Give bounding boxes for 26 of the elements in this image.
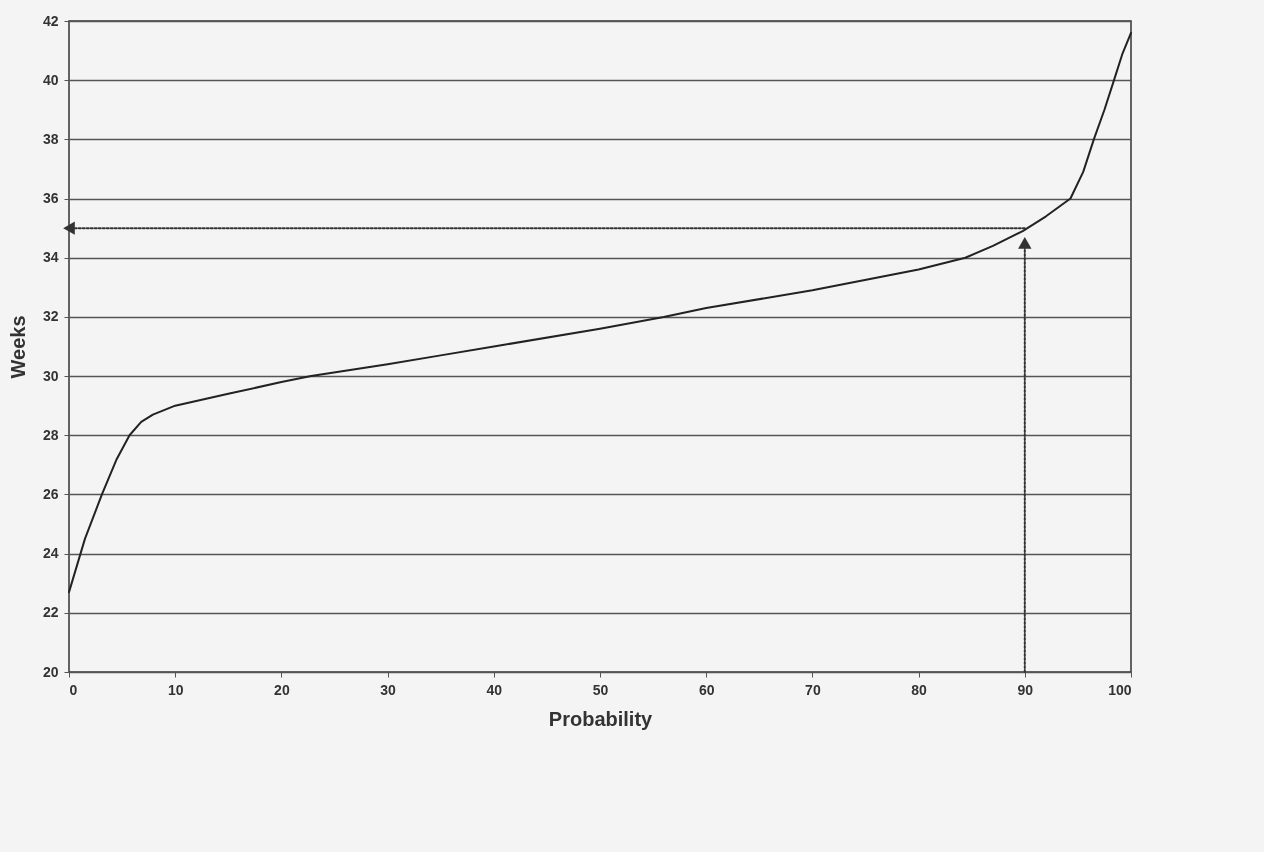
x-tick-label: 100	[1108, 681, 1132, 698]
x-tick-label: 80	[911, 681, 928, 698]
x-tick-label: 90	[1017, 681, 1034, 698]
y-axis-title: Weeks	[6, 315, 29, 379]
y-tick-label: 38	[42, 130, 59, 147]
x-tick-label: 50	[592, 681, 609, 698]
x-tick-label: 40	[486, 681, 503, 698]
y-tick-label: 36	[42, 190, 59, 207]
x-tick-label: 60	[698, 681, 715, 698]
y-tick-label: 34	[42, 249, 59, 266]
x-tick-label: 20	[274, 681, 290, 698]
y-tick-label: 42	[42, 12, 59, 29]
y-tick-label: 28	[42, 426, 59, 443]
y-tick-label: 24	[42, 545, 59, 562]
x-tick-label: 70	[805, 681, 821, 698]
x-tick-label: 10	[167, 681, 184, 698]
x-tick-label: 0	[69, 681, 78, 698]
y-tick-label: 20	[42, 663, 59, 680]
y-tick-label: 40	[42, 71, 59, 88]
y-tick-label: 32	[42, 308, 59, 325]
y-tick-label: 22	[42, 604, 59, 621]
x-tick-label: 30	[380, 681, 397, 698]
y-tick-label: 26	[42, 485, 59, 502]
y-tick-label: 30	[42, 367, 59, 384]
x-axis-title: Probability	[548, 707, 654, 730]
line-series	[68, 31, 1132, 594]
